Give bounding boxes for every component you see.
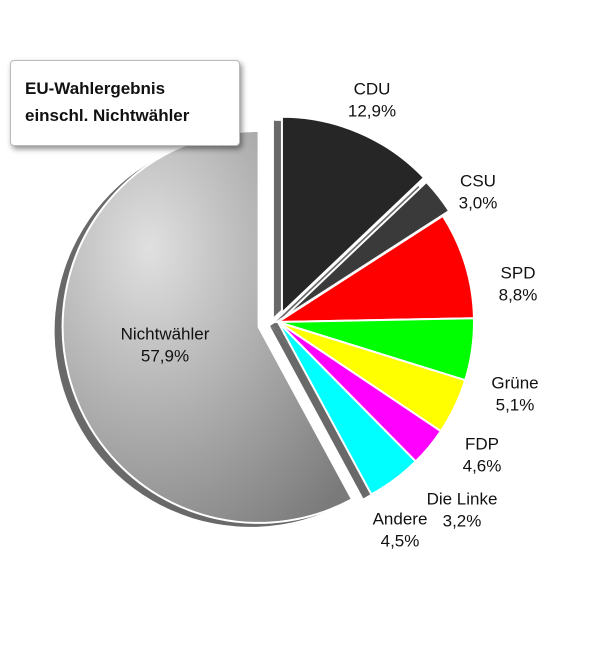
value-label: 4,6% xyxy=(463,456,502,475)
slice-label: SPD xyxy=(501,263,536,282)
value-label: 5,1% xyxy=(496,395,535,414)
slice-label: FDP xyxy=(465,434,499,453)
slice xyxy=(61,129,354,524)
slice xyxy=(280,115,426,316)
value-label: 3,2% xyxy=(443,511,482,530)
slice-label: Die Linke xyxy=(427,489,498,508)
value-label: 57,9% xyxy=(141,346,189,365)
slice xyxy=(283,180,451,318)
slice-label: Grüne xyxy=(491,373,538,392)
slice-label: CDU xyxy=(354,79,391,98)
slice xyxy=(274,214,475,324)
slice-label: Andere xyxy=(373,509,428,528)
value-label: 12,9% xyxy=(348,101,396,120)
slice-label: Nichtwähler xyxy=(121,324,210,343)
value-label: 3,0% xyxy=(459,193,498,212)
title-box: EU-Wahlergebnis einschl. Nichtwähler xyxy=(10,60,240,146)
chart-title: EU-Wahlergebnis einschl. Nichtwähler xyxy=(25,79,190,125)
slice-label: CSU xyxy=(460,171,496,190)
value-label: 8,8% xyxy=(499,285,538,304)
slice xyxy=(277,321,418,496)
value-label: 4,5% xyxy=(381,531,420,550)
